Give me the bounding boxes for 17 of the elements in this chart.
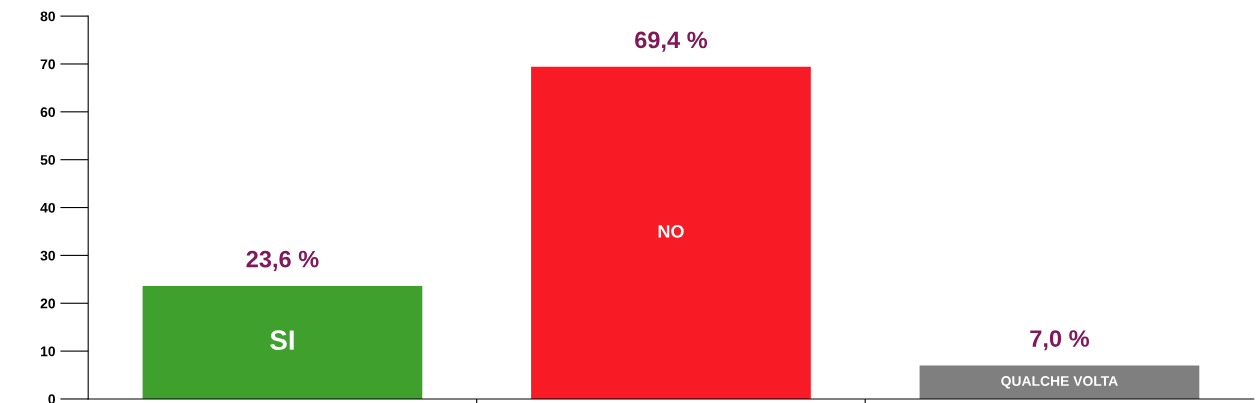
x-tick-label: NO <box>658 224 684 238</box>
y-tick-label: 10 <box>40 346 55 357</box>
data-label: 7,0 % <box>1030 330 1090 351</box>
x-tick-label: QUALCHE VOLTA <box>1001 376 1118 389</box>
y-tick-label: 40 <box>40 202 55 213</box>
y-tick-label: 50 <box>40 155 55 165</box>
x-tick-label: SI <box>270 330 294 350</box>
data-label: 23,6 % <box>246 250 319 271</box>
y-tick-label: 80 <box>40 11 55 22</box>
bar <box>531 66 811 399</box>
y-tick-label: 70 <box>40 59 55 70</box>
y-tick-label: 60 <box>40 107 55 117</box>
y-tick-label: 30 <box>40 250 55 261</box>
data-label: 69,4 % <box>635 31 708 52</box>
bar <box>142 286 423 399</box>
bar <box>919 365 1200 399</box>
y-tick-label: 20 <box>40 298 55 309</box>
